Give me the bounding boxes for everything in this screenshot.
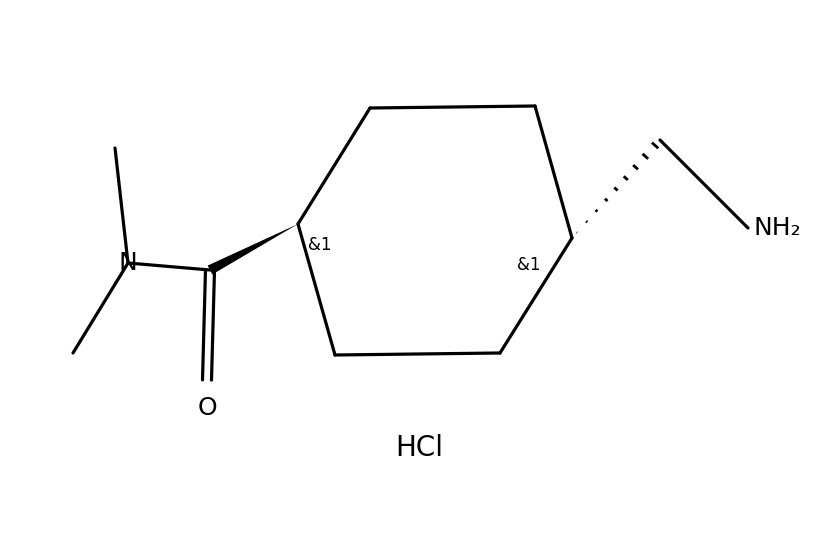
Polygon shape: [208, 224, 298, 274]
Text: N: N: [119, 251, 137, 275]
Text: NH₂: NH₂: [754, 216, 802, 240]
Text: &1: &1: [308, 236, 332, 254]
Text: O: O: [197, 396, 217, 420]
Text: HCl: HCl: [395, 434, 443, 462]
Text: &1: &1: [517, 256, 541, 274]
